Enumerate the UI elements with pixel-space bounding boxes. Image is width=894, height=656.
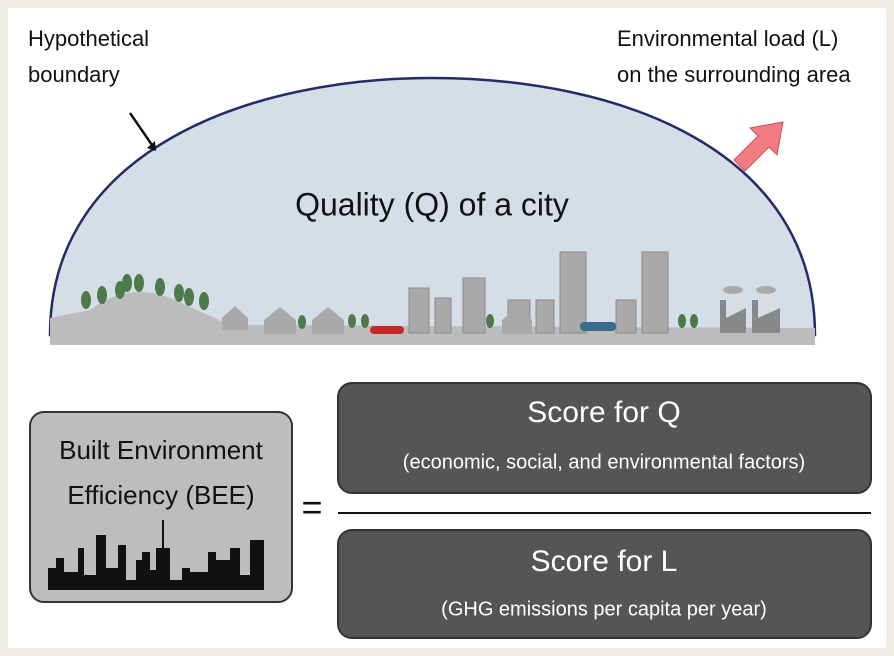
quality-label: Quality (Q) of a city bbox=[295, 186, 569, 222]
numerator-subtitle: (economic, social, and environmental fac… bbox=[403, 451, 805, 473]
equals: = bbox=[301, 487, 322, 528]
denominator-title: Score for L bbox=[531, 545, 678, 578]
numerator-title: Score for Q bbox=[527, 396, 680, 429]
car bbox=[370, 326, 404, 334]
bee-label: Built Environment bbox=[59, 435, 264, 465]
load-label: on the surrounding area bbox=[617, 62, 851, 87]
car bbox=[580, 322, 616, 331]
denominator-subtitle: (GHG emissions per capita per year) bbox=[441, 598, 767, 620]
boundary-label: Hypothetical bbox=[28, 26, 149, 51]
diagram: Hypothetical boundary Environmental load… bbox=[0, 0, 894, 656]
bee-label: Efficiency (BEE) bbox=[67, 480, 254, 510]
boundary-label: boundary bbox=[28, 62, 120, 87]
load-label: Environmental load (L) bbox=[617, 26, 838, 51]
